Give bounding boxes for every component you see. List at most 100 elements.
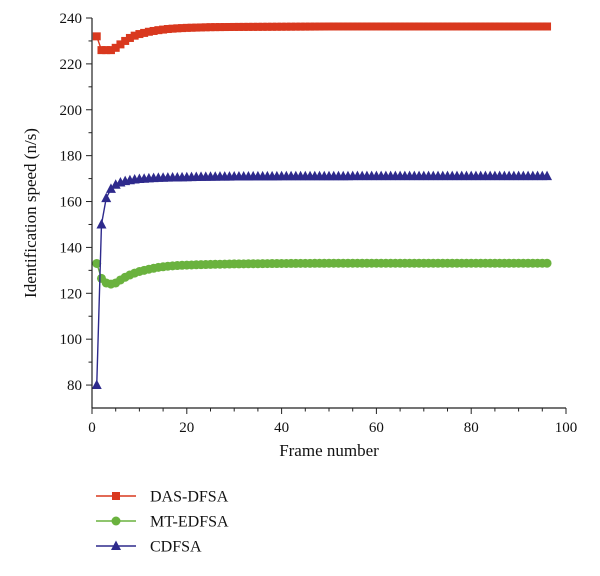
- data-point: [296, 22, 305, 31]
- data-point: [533, 22, 542, 31]
- data-point: [201, 23, 210, 32]
- series-line: [96, 175, 548, 386]
- data-point: [220, 23, 229, 32]
- data-point: [135, 30, 144, 39]
- data-point: [542, 258, 552, 268]
- data-point: [419, 22, 428, 31]
- data-point: [253, 22, 262, 31]
- data-point: [410, 22, 419, 31]
- y-tick-label: 160: [60, 195, 83, 211]
- data-point: [97, 46, 106, 55]
- x-tick-label: 80: [464, 420, 479, 436]
- data-point: [438, 22, 447, 31]
- data-point: [490, 22, 499, 31]
- data-point: [320, 22, 329, 31]
- data-point: [244, 22, 253, 31]
- data-point: [325, 22, 333, 31]
- y-tick-label: 240: [60, 11, 83, 27]
- x-tick-label: 20: [179, 420, 194, 436]
- data-point: [306, 22, 315, 31]
- data-point: [168, 24, 177, 33]
- y-axis-label: Identification speed (n/s): [21, 128, 40, 298]
- data-point: [230, 22, 239, 31]
- data-point: [486, 22, 495, 31]
- data-point: [434, 22, 443, 31]
- data-point: [481, 22, 490, 31]
- data-point: [505, 22, 514, 31]
- data-point: [101, 192, 112, 203]
- data-point: [471, 22, 480, 31]
- series-cdfsa: [91, 170, 553, 390]
- y-tick-label: 220: [60, 57, 83, 73]
- data-point: [263, 22, 272, 31]
- data-point: [206, 23, 215, 32]
- data-point: [192, 23, 201, 32]
- data-point: [154, 26, 163, 35]
- legend-marker: [111, 540, 121, 550]
- data-point: [277, 22, 286, 31]
- legend-marker: [111, 516, 121, 526]
- data-point: [377, 22, 386, 31]
- data-point: [111, 43, 120, 52]
- data-point: [524, 22, 533, 31]
- data-point: [415, 22, 424, 31]
- data-point: [310, 22, 319, 31]
- data-point: [372, 22, 381, 31]
- x-tick-label: 40: [274, 420, 289, 436]
- data-point: [457, 22, 466, 31]
- data-point: [96, 218, 107, 229]
- data-point: [291, 22, 300, 31]
- data-point: [514, 22, 523, 31]
- data-point: [140, 28, 149, 37]
- data-point: [467, 22, 476, 31]
- data-point: [509, 22, 518, 31]
- data-point: [173, 24, 182, 33]
- legend-marker: [112, 492, 120, 500]
- data-point: [353, 22, 362, 31]
- data-point: [329, 22, 338, 31]
- series-mt-edfsa: [92, 258, 552, 289]
- data-point: [462, 22, 471, 31]
- data-point: [542, 170, 553, 181]
- data-point: [178, 24, 187, 33]
- legend-label: DAS-DFSA: [150, 489, 229, 506]
- legend-label: MT-EDFSA: [150, 514, 229, 531]
- x-tick-label: 0: [88, 420, 96, 436]
- legend-label: CDFSA: [150, 539, 202, 556]
- data-point: [386, 22, 395, 31]
- data-point: [121, 36, 130, 45]
- data-point: [102, 46, 111, 55]
- data-point: [476, 22, 485, 31]
- data-point: [452, 22, 461, 31]
- legend-item-cdfsa: CDFSA: [96, 539, 202, 556]
- data-point: [258, 22, 267, 31]
- data-point: [239, 22, 248, 31]
- data-point: [249, 22, 258, 31]
- data-point: [448, 22, 457, 31]
- data-point: [159, 25, 168, 34]
- data-point: [495, 22, 504, 31]
- data-point: [272, 22, 281, 31]
- data-point: [282, 22, 291, 31]
- series-das-dfsa: [92, 22, 552, 55]
- data-point: [215, 23, 224, 32]
- data-point: [358, 22, 367, 31]
- data-point: [116, 40, 125, 49]
- data-point: [130, 31, 139, 40]
- data-point: [391, 22, 400, 31]
- data-point: [92, 32, 101, 41]
- data-point: [405, 22, 414, 31]
- data-point: [287, 22, 296, 31]
- data-point: [519, 22, 528, 31]
- y-tick-label: 80: [67, 378, 82, 394]
- data-point: [424, 22, 433, 31]
- y-tick-label: 180: [60, 149, 83, 165]
- data-point: [362, 22, 371, 31]
- data-point: [543, 22, 552, 31]
- data-point: [225, 22, 234, 31]
- data-point: [500, 22, 509, 31]
- data-point: [367, 22, 376, 31]
- x-axis-label: Frame number: [279, 441, 379, 460]
- y-tick-label: 140: [60, 240, 83, 256]
